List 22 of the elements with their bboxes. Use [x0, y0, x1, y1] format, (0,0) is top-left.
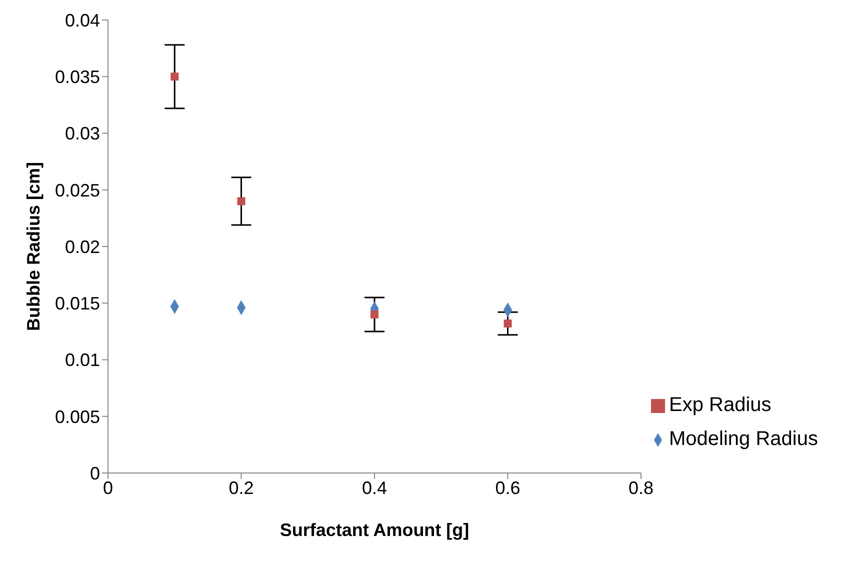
legend-label: Exp Radius: [669, 394, 772, 416]
point: [170, 72, 179, 81]
y-tick-label: 0: [90, 463, 100, 484]
point: [504, 320, 512, 328]
y-tick-label: 0.04: [64, 10, 100, 30]
y-tick-label: 0.02: [64, 236, 100, 257]
x-tick-label: 0.8: [628, 478, 654, 498]
x-tick-label: 0: [102, 478, 114, 498]
y-axis-title: Bubble Radius [cm]: [23, 162, 44, 332]
y-tick-label: 0.01: [64, 350, 100, 370]
y-tick-label: 0.005: [54, 406, 100, 427]
point: [237, 197, 246, 206]
y-tick-label: 0.03: [64, 124, 100, 144]
y-tick-label: 0.025: [54, 180, 100, 200]
x-tick-label: 0.4: [362, 478, 388, 498]
y-tick-label: 0.035: [54, 67, 100, 88]
x-tick-label: 0.6: [495, 478, 520, 498]
y-tick-label: 0.015: [54, 294, 100, 314]
legend-label: Modeling Radius: [669, 428, 818, 450]
point: [370, 310, 379, 318]
x-axis-title: Surfactant Amount [g]: [280, 520, 470, 540]
x-tick-label: 0.2: [228, 478, 254, 498]
